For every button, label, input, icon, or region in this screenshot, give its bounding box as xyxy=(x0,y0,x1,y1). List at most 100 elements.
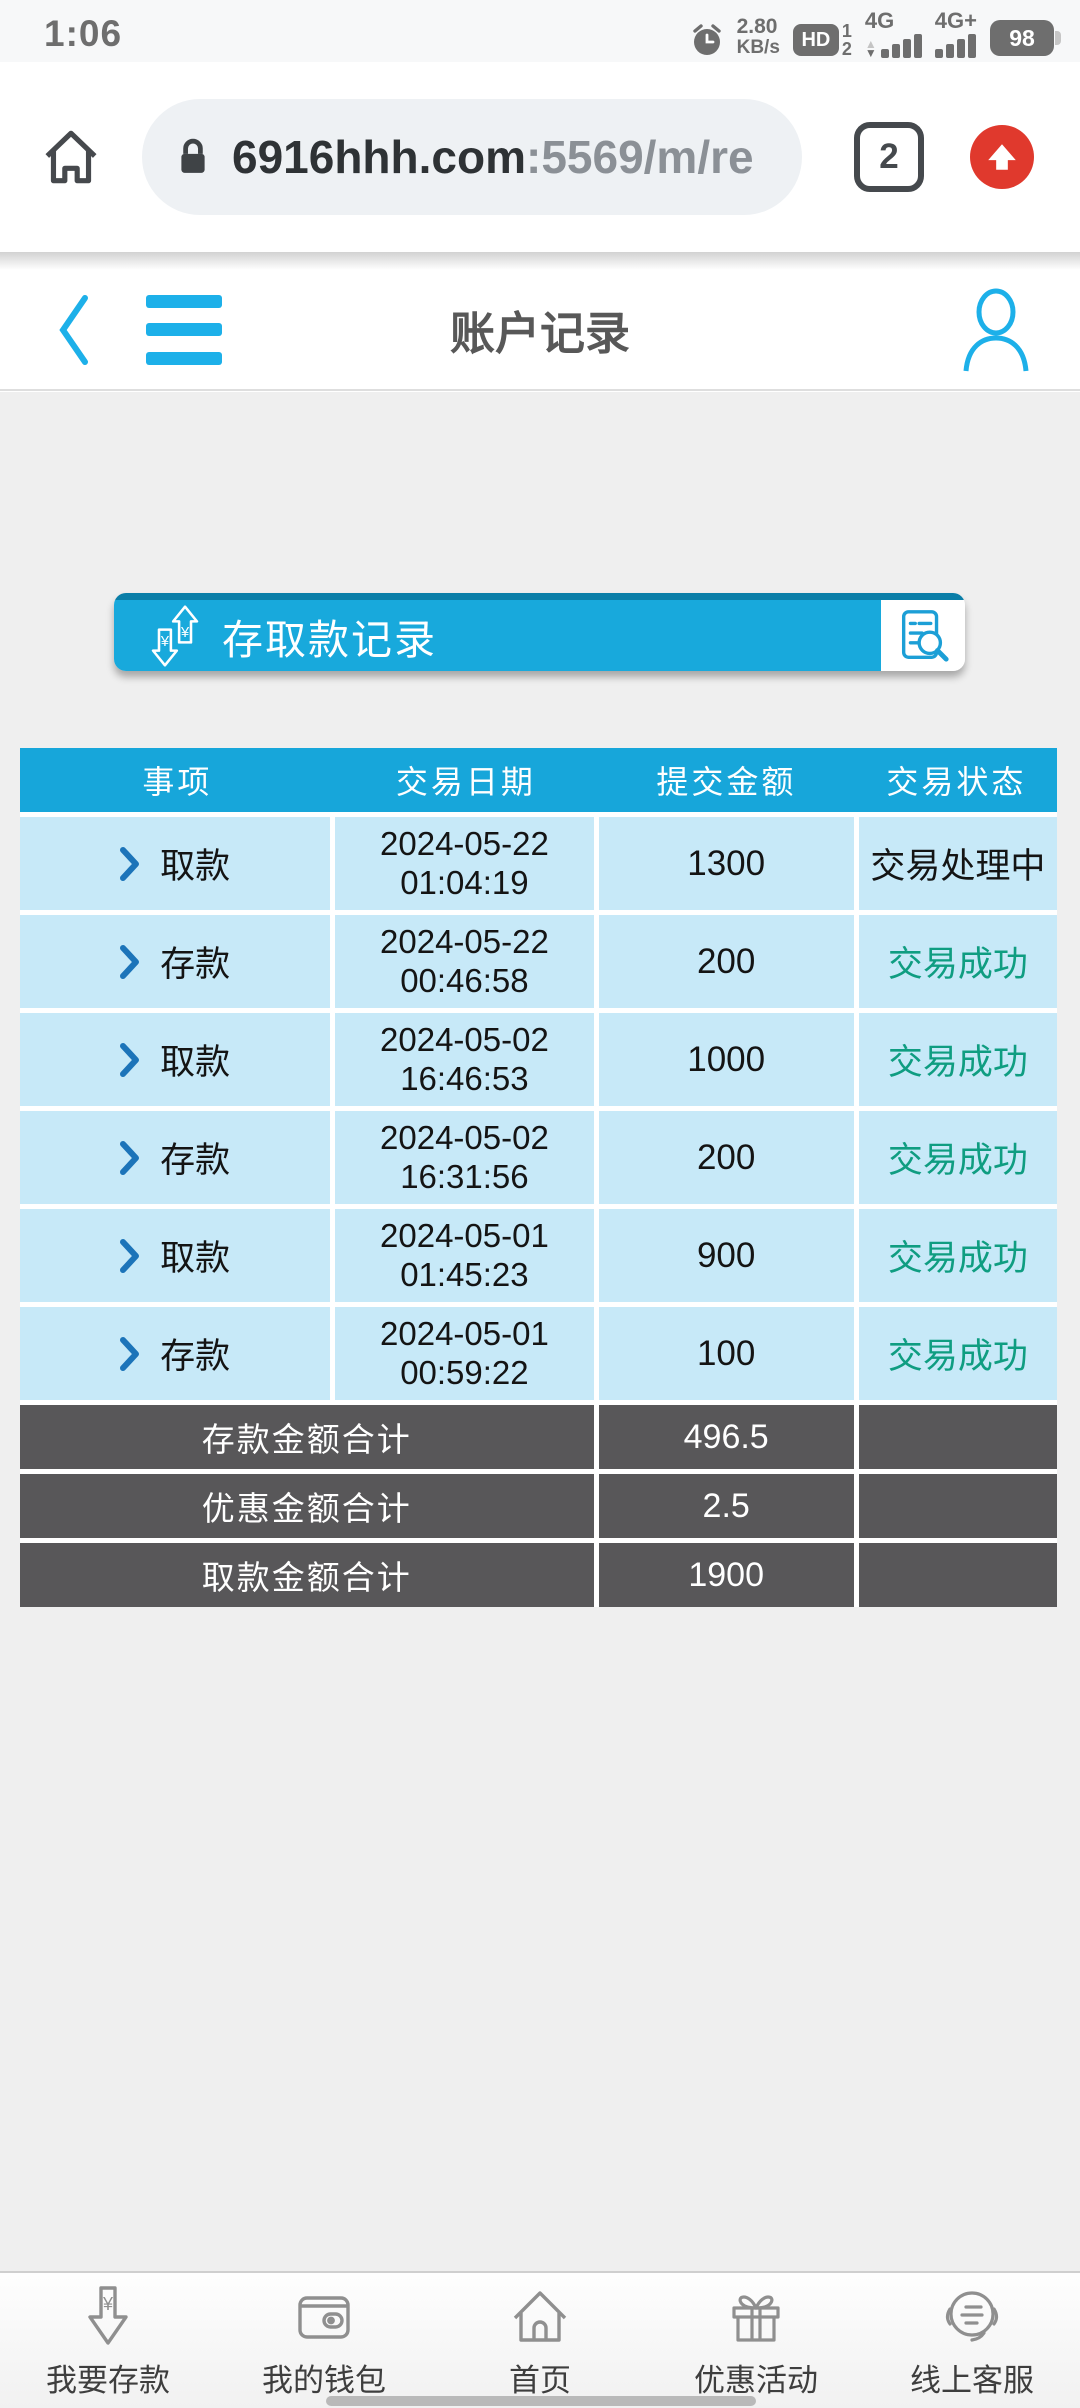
table-cell-date: 2024-05-01 00:59:22 xyxy=(335,1307,594,1400)
table-body: 取款 2024-05-22 01:04:19 1300 交易处理中 存款 2024… xyxy=(20,817,1057,1400)
table-row-type[interactable]: 取款 xyxy=(20,1209,331,1302)
home-button[interactable] xyxy=(38,124,104,190)
nav-item-promotions[interactable]: 优惠活动 xyxy=(648,2273,864,2408)
summary-label: 存款金额合计 xyxy=(20,1405,594,1469)
col-header-amount: 提交金额 xyxy=(656,764,797,800)
nav-item-deposit[interactable]: ¥ 我要存款 xyxy=(0,2273,216,2408)
browser-update-button[interactable] xyxy=(970,125,1034,189)
records-banner-main: ¥ ¥ 存取款记录 xyxy=(114,593,881,671)
person-icon xyxy=(963,288,1029,371)
back-button[interactable] xyxy=(56,292,92,368)
signal-sim1: 4G ▲ ▼ xyxy=(864,10,922,60)
url-path: :5569/m/re xyxy=(526,131,754,183)
records-banner[interactable]: ¥ ¥ 存取款记录 xyxy=(114,593,965,671)
col-header-item: 事项 xyxy=(142,764,213,800)
chevron-left-icon xyxy=(59,294,88,365)
deposit-withdraw-icon: ¥ ¥ xyxy=(151,604,199,667)
chevron-right-icon xyxy=(120,944,140,979)
network-speed: 2.80 KB/s xyxy=(736,15,780,59)
table-cell-amount: 1000 xyxy=(598,1013,854,1106)
table-cell-date: 2024-05-22 00:46:58 xyxy=(335,915,594,1008)
table-row-type[interactable]: 存款 xyxy=(20,1307,331,1400)
hamburger-icon xyxy=(146,294,222,308)
search-records-button[interactable] xyxy=(881,593,965,671)
hd-icon: HD xyxy=(792,24,839,56)
deposit-arrow-icon: ¥ xyxy=(88,2286,128,2345)
home-icon xyxy=(45,130,97,184)
nav-item-customer-service[interactable]: 线上客服 xyxy=(864,2273,1080,2408)
banner-title: 存取款记录 xyxy=(222,616,437,663)
col-header-status: 交易状态 xyxy=(886,764,1027,800)
url-text: 6916hhh.com:5569/m/re xyxy=(232,130,754,184)
table-cell-date: 2024-05-02 16:46:53 xyxy=(335,1013,594,1106)
table-row-type[interactable]: 取款 xyxy=(20,1013,331,1106)
status-icons: 2.80 KB/s HD 1 2 4G ▲ ▼ xyxy=(690,10,1061,60)
page-header: 账户记录 xyxy=(0,270,1080,391)
table-summary: 存款金额合计 496.5 优惠金额合计 2.5 取款金额合计 1900 xyxy=(20,1405,1057,1607)
bottom-nav: ¥ 我要存款 我的钱包 首页 xyxy=(0,2271,1080,2408)
home-icon xyxy=(513,2291,567,2342)
table-cell-status: 交易成功 xyxy=(858,1307,1057,1400)
summary-label: 优惠金额合计 xyxy=(20,1474,594,1538)
arrow-up-icon xyxy=(988,144,1016,170)
profile-button[interactable] xyxy=(958,287,1034,373)
table-cell-status: 交易成功 xyxy=(858,1111,1057,1204)
table-cell-status: 交易处理中 xyxy=(858,817,1057,910)
table-row-type[interactable]: 存款 xyxy=(20,915,331,1008)
gift-icon xyxy=(732,2295,780,2342)
summary-empty-cell xyxy=(858,1405,1057,1469)
hd-volte-indicator: HD 1 2 xyxy=(792,21,852,59)
table-cell-amount: 1300 xyxy=(598,817,854,910)
battery-icon: 98 xyxy=(990,20,1061,56)
signal-bars-icon xyxy=(934,34,976,58)
col-header-date: 交易日期 xyxy=(395,764,536,800)
table-cell-status: 交易成功 xyxy=(858,1209,1057,1302)
table-cell-amount: 900 xyxy=(598,1209,854,1302)
alarm-icon xyxy=(692,24,721,55)
address-bar[interactable]: 6916hhh.com:5569/m/re xyxy=(142,99,802,215)
wallet-icon xyxy=(298,2296,350,2339)
chevron-right-icon xyxy=(120,846,140,881)
lock-icon xyxy=(181,138,205,173)
customer-service-icon xyxy=(945,2291,999,2342)
svg-text:¥: ¥ xyxy=(102,2294,114,2314)
tab-count: 2 xyxy=(879,137,899,176)
table-cell-status: 交易成功 xyxy=(858,1013,1057,1106)
summary-value: 1900 xyxy=(598,1543,854,1607)
nav-item-wallet[interactable]: 我的钱包 xyxy=(216,2273,432,2408)
summary-value: 2.5 xyxy=(598,1474,854,1538)
summary-empty-cell xyxy=(858,1543,1057,1607)
table-cell-amount: 200 xyxy=(598,915,854,1008)
table-cell-status: 交易成功 xyxy=(858,915,1057,1008)
url-domain: 6916hhh.com xyxy=(232,131,526,183)
chevron-right-icon xyxy=(120,1140,140,1175)
summary-label: 取款金额合计 xyxy=(20,1543,594,1607)
svg-text:¥: ¥ xyxy=(160,634,170,650)
transactions-table: 事项 交易日期 提交金额 交易状态 取款 2024-05-22 01:04:19 … xyxy=(20,748,1057,1607)
summary-empty-cell xyxy=(858,1474,1057,1538)
menu-button[interactable] xyxy=(146,294,222,365)
table-cell-date: 2024-05-01 01:45:23 xyxy=(335,1209,594,1302)
status-bar: 1:06 2.80 KB/s HD 1 2 4G ▲ ▼ xyxy=(0,0,1080,62)
summary-value: 496.5 xyxy=(598,1405,854,1469)
table-header-row: 事项 交易日期 提交金额 交易状态 xyxy=(20,748,1057,812)
table-cell-amount: 100 xyxy=(598,1307,854,1400)
nav-item-home[interactable]: 首页 xyxy=(432,2273,648,2408)
document-search-icon xyxy=(901,609,949,662)
tab-switcher-button[interactable]: 2 xyxy=(854,122,924,192)
chevron-right-icon xyxy=(120,1238,140,1273)
data-activity-icon: ▲ ▼ xyxy=(864,37,877,60)
table-cell-amount: 200 xyxy=(598,1111,854,1204)
page-title: 账户记录 xyxy=(449,308,630,359)
gesture-handle[interactable] xyxy=(326,2396,756,2406)
sim2-label: 2 xyxy=(841,39,852,59)
signal-sim2: 4G+ xyxy=(934,10,977,58)
table-row-type[interactable]: 存款 xyxy=(20,1111,331,1204)
table-row-type[interactable]: 取款 xyxy=(20,817,331,910)
clock-time: 1:06 xyxy=(44,13,123,54)
sim1-label: 1 xyxy=(841,21,852,41)
chevron-right-icon xyxy=(120,1042,140,1077)
toolbar-shadow xyxy=(0,252,1080,270)
table-cell-date: 2024-05-22 01:04:19 xyxy=(335,817,594,910)
